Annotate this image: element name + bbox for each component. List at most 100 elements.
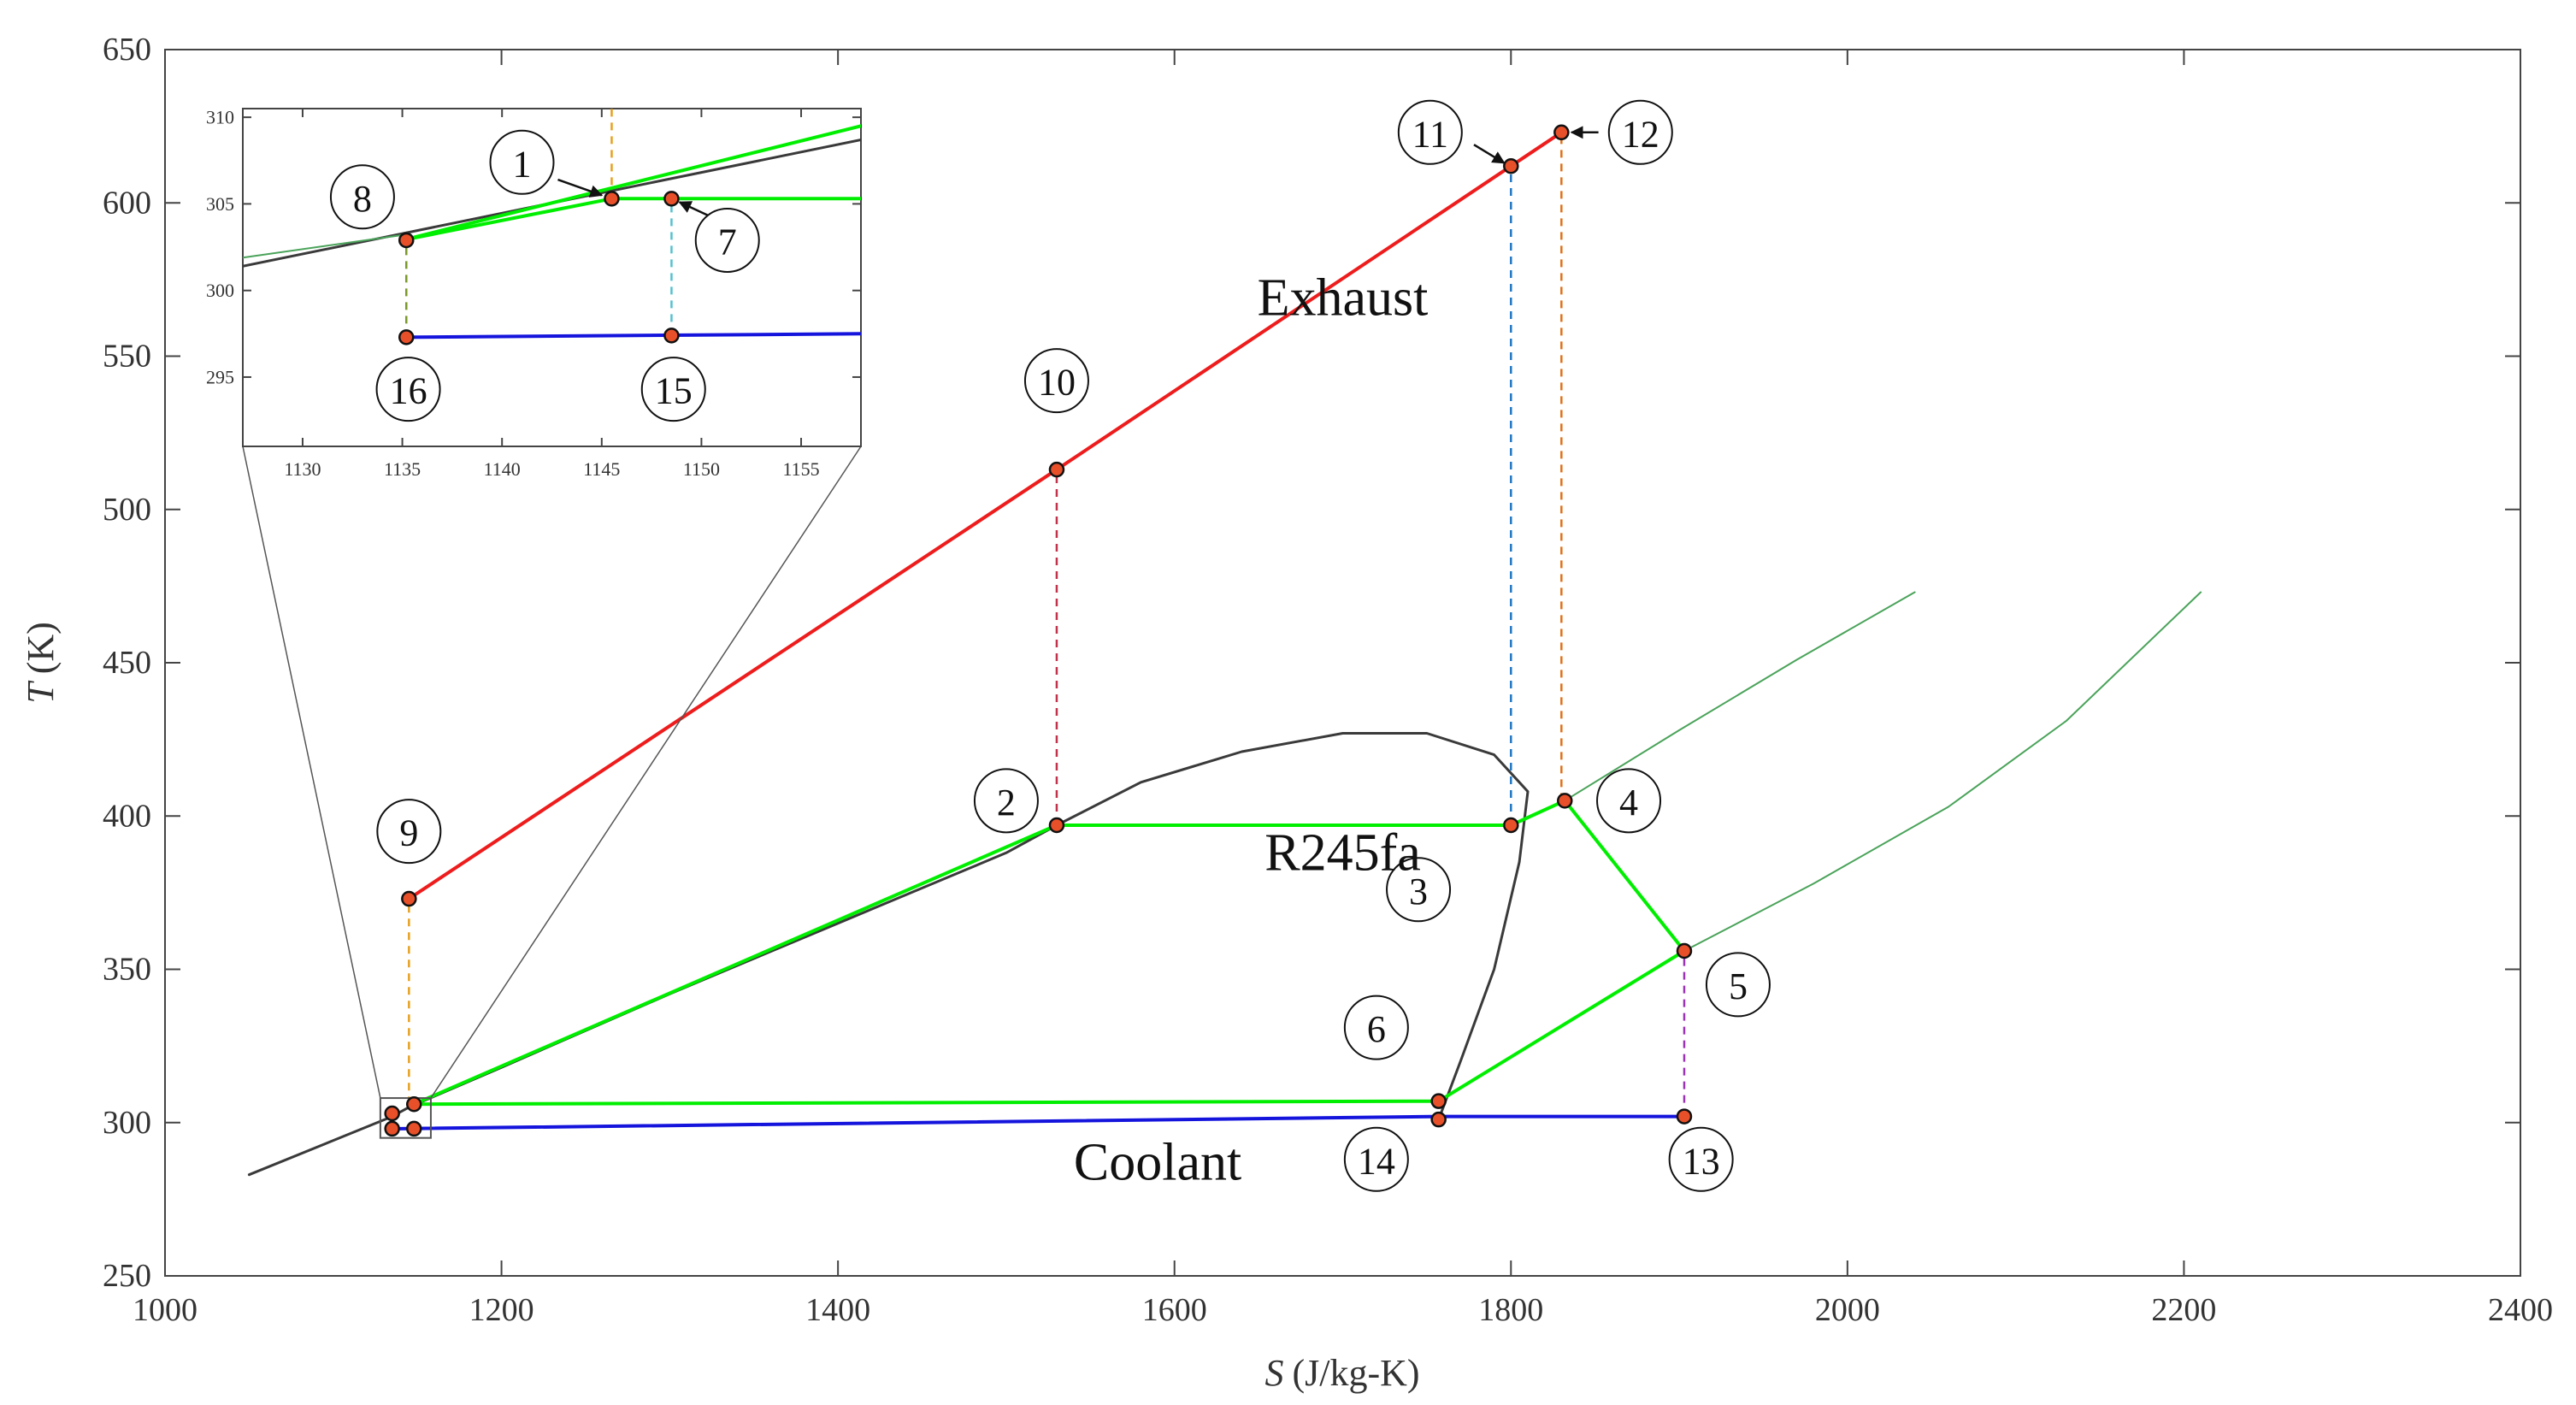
inset-label-text-15: 15 [655,370,693,412]
main-state-point-6 [1430,1093,1447,1109]
main-label-circle-12 [1607,99,1673,165]
main-label-circle-10 [1023,348,1089,414]
y-axis-unit: (K) [20,622,62,674]
main-y-tick-label: 250 [103,1258,151,1294]
region-annotations: Exhaust R245fa Coolant [1074,269,1429,1191]
main-label-text-9: 9 [399,812,418,854]
main-x-tick-label: 1800 [1478,1292,1543,1328]
main-x-tick-label: 2200 [2151,1292,2216,1328]
inset-state-labels: 1 7 8 15 16 [329,129,760,422]
main-state-point-cluster-b [405,1095,422,1113]
inset-label-circle-8 [329,164,395,230]
main-series-superheated-isobar-low [1683,591,2202,952]
inset-state-point-7 [663,191,680,207]
main-y-tick-label: 450 [103,645,151,681]
main-state-point-5 [1676,942,1693,959]
inset-y-tick-label: 305 [206,193,234,215]
main-label-text-3: 3 [1409,871,1428,912]
main-series-superheated-isobar-high [1564,591,1916,802]
main-tick-marks [164,49,2521,1277]
inset-label-circle-7 [694,207,760,273]
inset-label-text-1: 1 [513,143,532,185]
zoom-box [379,1097,432,1139]
inset-state-point-16 [398,329,415,345]
main-y-tick-label: 300 [103,1105,151,1141]
main-state-point-cluster-d [405,1120,422,1137]
main-y-tick-label: 350 [103,952,151,988]
x-axis-unit: (J/kg-K) [1292,1352,1419,1394]
zoom-connector-left [242,446,381,1099]
inset-dashed-layer [404,109,673,338]
main-state-point-3 [1503,817,1519,834]
main-x-tick-label: 2400 [2488,1292,2553,1328]
inset-label-circle-16 [375,357,441,422]
x-axis-var: S [1264,1352,1283,1394]
inset-x-tick-label: 1130 [284,458,321,480]
main-state-point-11 [1503,157,1519,174]
main-label-circle-2 [973,768,1039,834]
main-state-point-cluster-c [384,1120,400,1137]
y-axis-var: T [20,680,62,704]
main-state-point-cluster-a [384,1105,400,1122]
inset-label-arrows [557,178,710,217]
zoom-connector-right [430,446,862,1099]
inset-state-point-15 [663,328,680,344]
main-y-tick-label: 650 [103,32,151,68]
inset-x-tick-label: 1150 [683,458,720,480]
main-label-circle-4 [1596,768,1662,834]
main-state-point-10 [1048,461,1065,478]
main-x-tick-label: 1400 [805,1292,870,1328]
inset-label-circle-15 [640,357,706,422]
main-y-tick-label: 500 [103,492,151,528]
inset-arrow-1 [557,178,604,198]
inset-label-text-16: 16 [390,370,427,412]
main-label-circle-11 [1397,99,1463,165]
inset-y-tick-label: 300 [206,280,234,301]
main-state-point-14 [1430,1111,1447,1128]
main-state-point-9 [401,890,417,907]
main-y-tick-label: 400 [103,798,151,834]
main-dashed-layer [408,132,1686,1117]
annotation-coolant: Coolant [1074,1133,1241,1191]
inset-x-tick-label: 1140 [484,458,521,480]
main-label-text-10: 10 [1038,362,1076,404]
inset-label-circle-1 [489,129,555,195]
annotation-r245fa: R245fa [1264,824,1421,882]
inset-label-text-8: 8 [353,178,372,220]
main-tick-labels: 1000 1200 1400 1600 1800 2000 2200 240025030035… [103,32,2553,1328]
main-label-arrows [1473,126,1599,164]
main-label-text-14: 14 [1358,1140,1395,1182]
inset-y-tick-label: 310 [206,107,234,128]
main-x-tick-label: 2000 [1815,1292,1880,1328]
inset-tick-labels: 1130 1135 1140 1145 1150 1155 295 300 305 310 [206,107,820,480]
main-label-text-11: 11 [1412,113,1448,155]
main-y-tick-label: 550 [103,339,151,375]
main-state-point-4 [1557,793,1573,809]
main-state-point-13 [1676,1108,1693,1125]
main-x-tick-label: 1600 [1142,1292,1207,1328]
main-x-tick-label: 1000 [133,1292,197,1328]
main-label-circle-14 [1343,1126,1409,1192]
inset-tick-marks [243,109,861,446]
main-state-point-2 [1048,817,1065,834]
inset-state-point-1 [604,191,620,207]
main-label-circle-9 [376,799,442,865]
main-label-text-2: 2 [997,782,1016,824]
y-axis-label: T (K) [20,622,62,704]
main-state-points [384,124,1693,1137]
main-label-circle-3 [1386,857,1452,923]
main-label-text-12: 12 [1622,113,1659,155]
inset-x-tick-label: 1155 [782,458,819,480]
main-label-circle-5 [1705,952,1771,1018]
main-label-circle-6 [1343,995,1409,1060]
main-label-text-5: 5 [1729,965,1748,1007]
inset-y-tick-label: 295 [206,366,234,387]
main-label-text-13: 13 [1683,1140,1720,1182]
inset-state-points [398,191,680,345]
main-x-tick-label: 1200 [469,1292,534,1328]
inset-label-text-7: 7 [718,221,737,263]
zoom-connector-lines [242,446,862,1139]
inset-series-coolant [400,332,861,339]
main-y-tick-label: 600 [103,185,151,221]
